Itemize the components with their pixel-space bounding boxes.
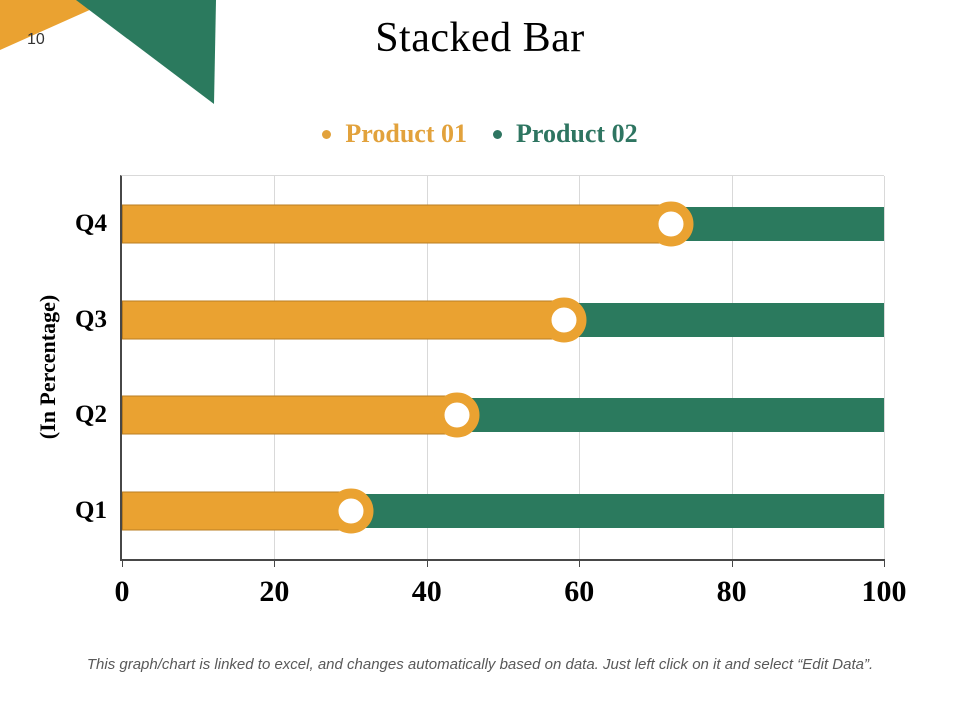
ribbon-green-triangle [76, 0, 216, 104]
bar-product-01[interactable] [122, 491, 351, 531]
bar-product-01[interactable] [122, 300, 564, 340]
y-axis-title: (In Percentage) [35, 294, 60, 440]
chart-legend: Product 01 Product 02 [0, 119, 960, 149]
x-tick-label: 80 [716, 575, 747, 608]
x-axis-tick [884, 559, 885, 567]
plot-area[interactable]: 0 20 40 60 80 100 Q1 Q2 Q3 Q4 [75, 175, 907, 608]
bar-product-02[interactable] [563, 302, 884, 337]
category-label: Q2 [75, 401, 107, 429]
legend-bullet-icon [322, 129, 332, 139]
corner-ribbon-decoration [0, 0, 216, 104]
x-axis-tick [426, 559, 428, 567]
x-tick-label: 20 [259, 575, 290, 608]
legend-label: Product 01 [345, 119, 467, 148]
gridline [579, 176, 581, 559]
footer-note: This graph/chart is linked to excel, and… [86, 656, 874, 673]
bar-product-02[interactable] [670, 206, 884, 241]
gridline [274, 176, 276, 559]
bar-product-02[interactable] [350, 494, 884, 529]
x-axis-tick [122, 559, 123, 567]
x-tick-label: 100 [861, 575, 907, 608]
gridline [426, 176, 428, 559]
legend-item-product-02[interactable]: Product 02 [493, 119, 638, 149]
bar-product-01[interactable] [122, 204, 671, 244]
x-axis-tick [731, 559, 733, 567]
category-label: Q4 [75, 209, 107, 237]
stack-boundary-marker[interactable] [434, 392, 480, 438]
legend-item-product-01[interactable]: Product 01 [322, 119, 467, 149]
x-axis-tick [579, 559, 581, 567]
gridline [884, 176, 885, 559]
legend-label: Product 02 [516, 119, 638, 148]
x-tick-label: 40 [411, 575, 442, 608]
x-tick-label: 60 [564, 575, 595, 608]
bar-product-02[interactable] [457, 398, 884, 433]
category-label: Q3 [75, 305, 107, 333]
bar-product-01[interactable] [122, 395, 458, 435]
x-axis-tick [274, 559, 276, 567]
slide-title: Stacked Bar [375, 15, 585, 61]
stack-boundary-marker[interactable] [541, 297, 587, 343]
stack-boundary-marker[interactable] [328, 488, 374, 534]
stack-boundary-marker[interactable] [648, 201, 694, 247]
ribbon-orange-triangle [0, 0, 112, 50]
category-label: Q1 [75, 497, 107, 525]
x-tick-label: 0 [114, 575, 130, 608]
legend-bullet-icon [493, 129, 502, 139]
gridline [731, 176, 733, 559]
page-number: 10 [27, 31, 45, 48]
